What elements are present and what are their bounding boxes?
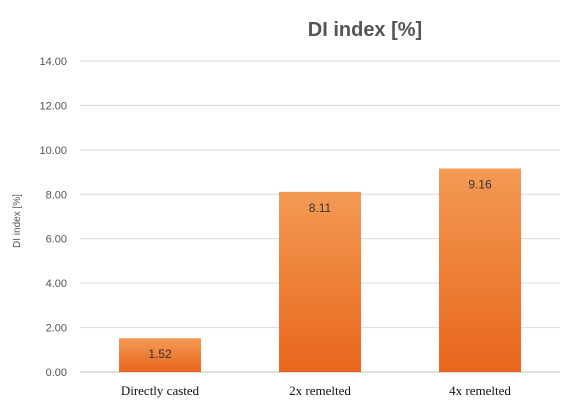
y-tick-label: 2.00 (46, 323, 67, 335)
y-tick-label: 8.00 (46, 189, 67, 201)
data-label: 1.52 (148, 347, 172, 361)
x-tick-label: Directly casted (121, 383, 200, 398)
data-labels: 1.52 8.11 9.16 (148, 178, 492, 362)
y-tick-label: 12.00 (39, 100, 67, 112)
data-label: 8.11 (309, 201, 332, 215)
y-tick-label: 4.00 (46, 278, 67, 290)
y-tick-label: 6.00 (46, 234, 67, 246)
data-label: 9.16 (468, 178, 492, 192)
y-tick-label: 10.00 (39, 145, 67, 157)
x-axis-ticks: Directly casted 2x remelted 4x remelted (121, 383, 512, 398)
y-tick-label: 0.00 (46, 367, 67, 379)
bars (119, 168, 521, 372)
y-axis-ticks: 0.00 2.00 4.00 6.00 8.00 10.00 12.00 14.00 (39, 56, 67, 379)
x-tick-label: 2x remelted (289, 383, 351, 398)
x-tick-label: 4x remelted (449, 383, 511, 398)
chart-title: DI index [%] (308, 19, 422, 41)
bar (439, 168, 521, 372)
bar (279, 191, 361, 372)
bar (119, 338, 201, 372)
y-axis-label: DI index [%] (12, 194, 23, 248)
y-tick-label: 14.00 (39, 56, 67, 68)
